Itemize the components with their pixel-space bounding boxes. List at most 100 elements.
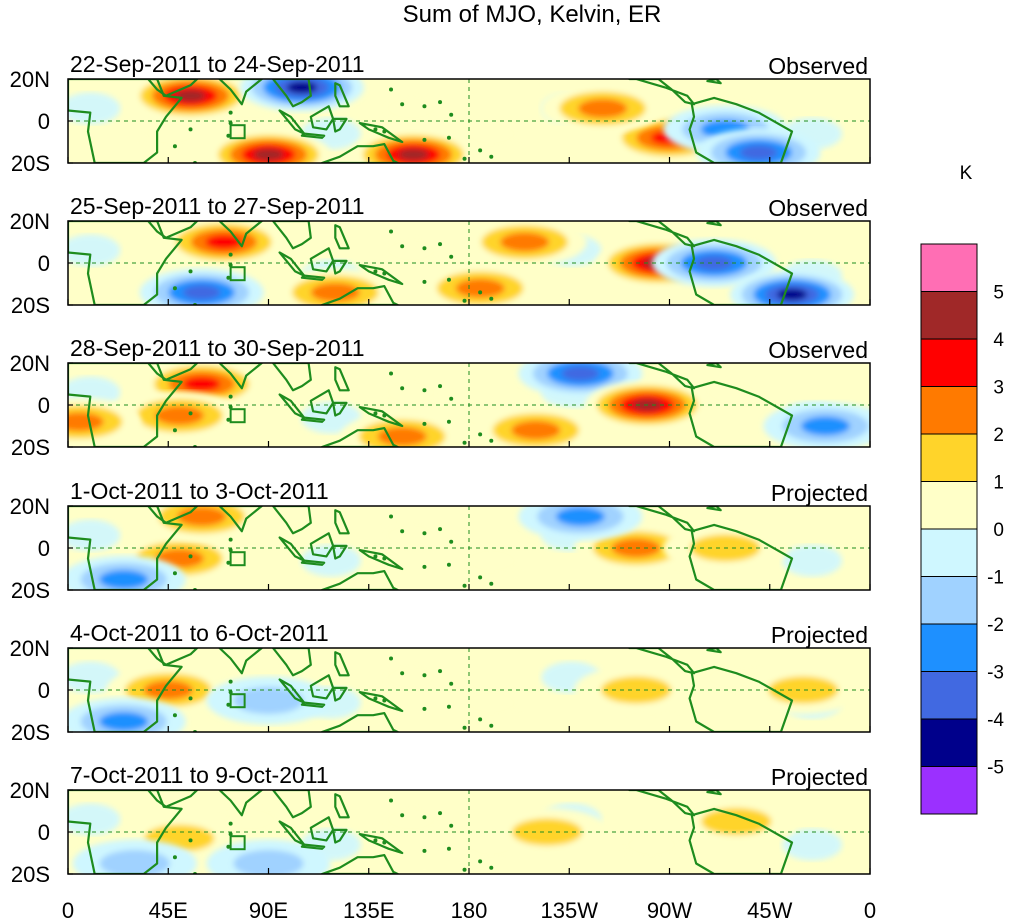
coastline	[271, 79, 312, 108]
island	[226, 417, 231, 422]
colorbar-swatch	[920, 291, 978, 340]
anomaly-blob	[696, 128, 821, 163]
coastline	[218, 221, 263, 248]
anomaly-contour	[511, 818, 583, 846]
coastline	[332, 401, 348, 417]
y-tick-label: 0	[38, 536, 50, 561]
anomaly-contour	[561, 366, 600, 381]
panel-1: 20N 0 20S 22-Sep-2011 to 24-Sep-2011 Observe…	[10, 51, 871, 176]
island	[478, 148, 483, 153]
anomaly-blob	[206, 130, 331, 163]
coastline	[68, 79, 183, 163]
colorbar-swatch	[920, 338, 978, 387]
island	[228, 405, 233, 410]
field-texture	[381, 376, 442, 409]
coastline	[218, 648, 263, 675]
panel-type-label: Projected	[771, 622, 868, 648]
colorbar-swatch	[920, 576, 978, 625]
coastline	[706, 363, 722, 369]
panel-field	[68, 648, 870, 732]
island	[478, 717, 483, 722]
region-box	[229, 266, 246, 282]
colorbar-swatch	[920, 718, 978, 767]
y-tick-label: 0	[38, 109, 50, 134]
coastline	[706, 648, 722, 654]
island	[449, 396, 454, 401]
anomaly-contour	[768, 676, 839, 704]
field-texture	[300, 544, 361, 577]
field-texture	[381, 803, 442, 836]
island	[382, 698, 387, 703]
coastline	[309, 816, 335, 842]
coastline	[300, 843, 326, 850]
coastline	[706, 79, 722, 85]
colorbar: 5 4 3 2 1 0 -1 -2 -3 -4 -5 K	[920, 163, 1004, 815]
panel-field	[68, 221, 870, 305]
island	[489, 865, 494, 870]
panel-5: 20N 0 20S 4-Oct-2011 to 6-Oct-2011 Projected	[10, 620, 871, 745]
y-tick-label: 20S	[11, 293, 50, 318]
colorbar-label: 2	[993, 425, 1004, 446]
island	[462, 298, 467, 303]
coastline	[309, 105, 335, 131]
coastline	[300, 416, 326, 423]
field-texture	[381, 92, 442, 125]
anomaly-blob	[68, 397, 142, 446]
island	[422, 673, 427, 678]
island	[422, 246, 427, 251]
island	[449, 823, 454, 828]
anomaly-contour	[578, 98, 628, 118]
x-tick-label: 180	[451, 898, 488, 923]
coastline	[271, 506, 312, 535]
island	[446, 704, 451, 709]
anomaly-blob	[206, 839, 331, 874]
colorbar-label: 3	[993, 378, 1004, 399]
anomaly-contour	[776, 288, 808, 301]
coastline	[218, 79, 263, 106]
island	[226, 844, 231, 849]
island	[226, 702, 231, 707]
anomaly-blob	[462, 221, 587, 266]
island	[389, 514, 394, 519]
island	[382, 840, 387, 845]
anomaly-blob	[585, 381, 710, 429]
colorbar-label: -5	[987, 758, 1004, 779]
x-tick-label: 135E	[343, 898, 394, 923]
y-tick-label: 20N	[10, 778, 50, 803]
island	[400, 813, 405, 818]
panel-date-label: 22-Sep-2011 to 24-Sep-2011	[70, 51, 365, 77]
anomaly-contour	[182, 376, 221, 392]
anomaly-blob	[68, 555, 186, 590]
anomaly-contour	[205, 234, 243, 250]
anomaly-blob	[117, 534, 242, 583]
coastline	[334, 509, 350, 535]
field-texture	[68, 803, 121, 836]
coastlines	[68, 221, 794, 305]
anomaly-contour	[801, 416, 850, 436]
region-box	[229, 835, 246, 851]
field-texture	[381, 234, 442, 267]
island	[422, 421, 427, 426]
anomaly-blob	[741, 666, 866, 714]
coastline	[332, 828, 348, 844]
anomaly-contour	[739, 145, 778, 160]
y-tick-label: 20S	[11, 435, 50, 460]
field-texture	[461, 544, 522, 577]
island	[226, 275, 231, 280]
field-texture	[782, 828, 843, 861]
x-tick-label: 0	[62, 898, 74, 923]
coastline	[68, 506, 183, 590]
island	[438, 669, 443, 674]
island	[478, 859, 483, 864]
y-tick-label: 20N	[10, 494, 50, 519]
anomaly-contour	[701, 807, 772, 836]
island	[422, 848, 427, 853]
coastline	[358, 690, 404, 713]
anomaly-contour	[555, 507, 605, 526]
island	[400, 529, 405, 534]
island	[188, 696, 193, 701]
anomaly-blob	[674, 797, 799, 846]
anomaly-blob	[206, 676, 331, 725]
island	[422, 815, 427, 820]
